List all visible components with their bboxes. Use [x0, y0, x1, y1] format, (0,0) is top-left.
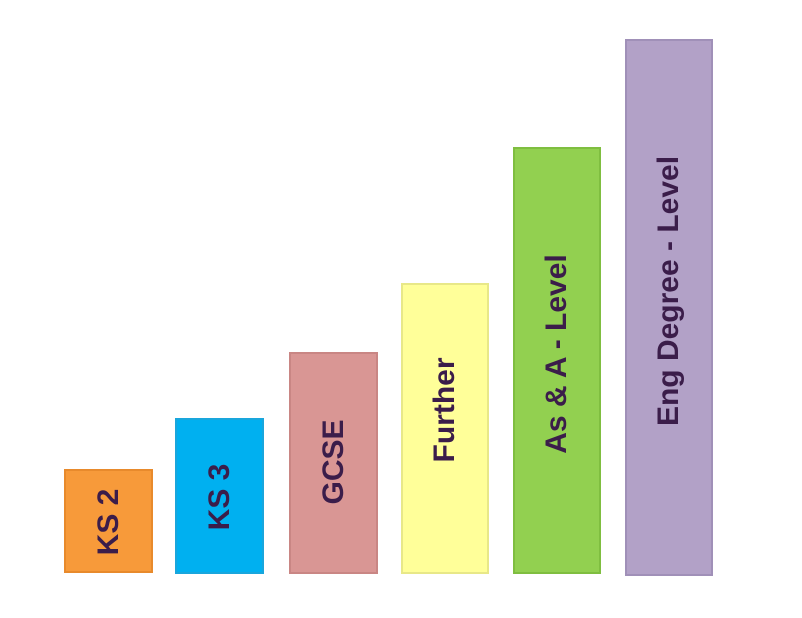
bar-label: KS 3 [203, 464, 236, 531]
bar-label: KS 2 [92, 489, 125, 556]
bar [513, 147, 601, 574]
bar [289, 352, 378, 574]
bar [625, 39, 713, 576]
bar-label: Eng Degree - Level [652, 156, 685, 426]
bar-label: As & A - Level [540, 254, 573, 454]
bar-label: Further [428, 357, 461, 462]
bar-label: GCSE [317, 419, 350, 504]
bar [401, 283, 489, 574]
bar [64, 469, 153, 573]
bar [175, 418, 264, 574]
